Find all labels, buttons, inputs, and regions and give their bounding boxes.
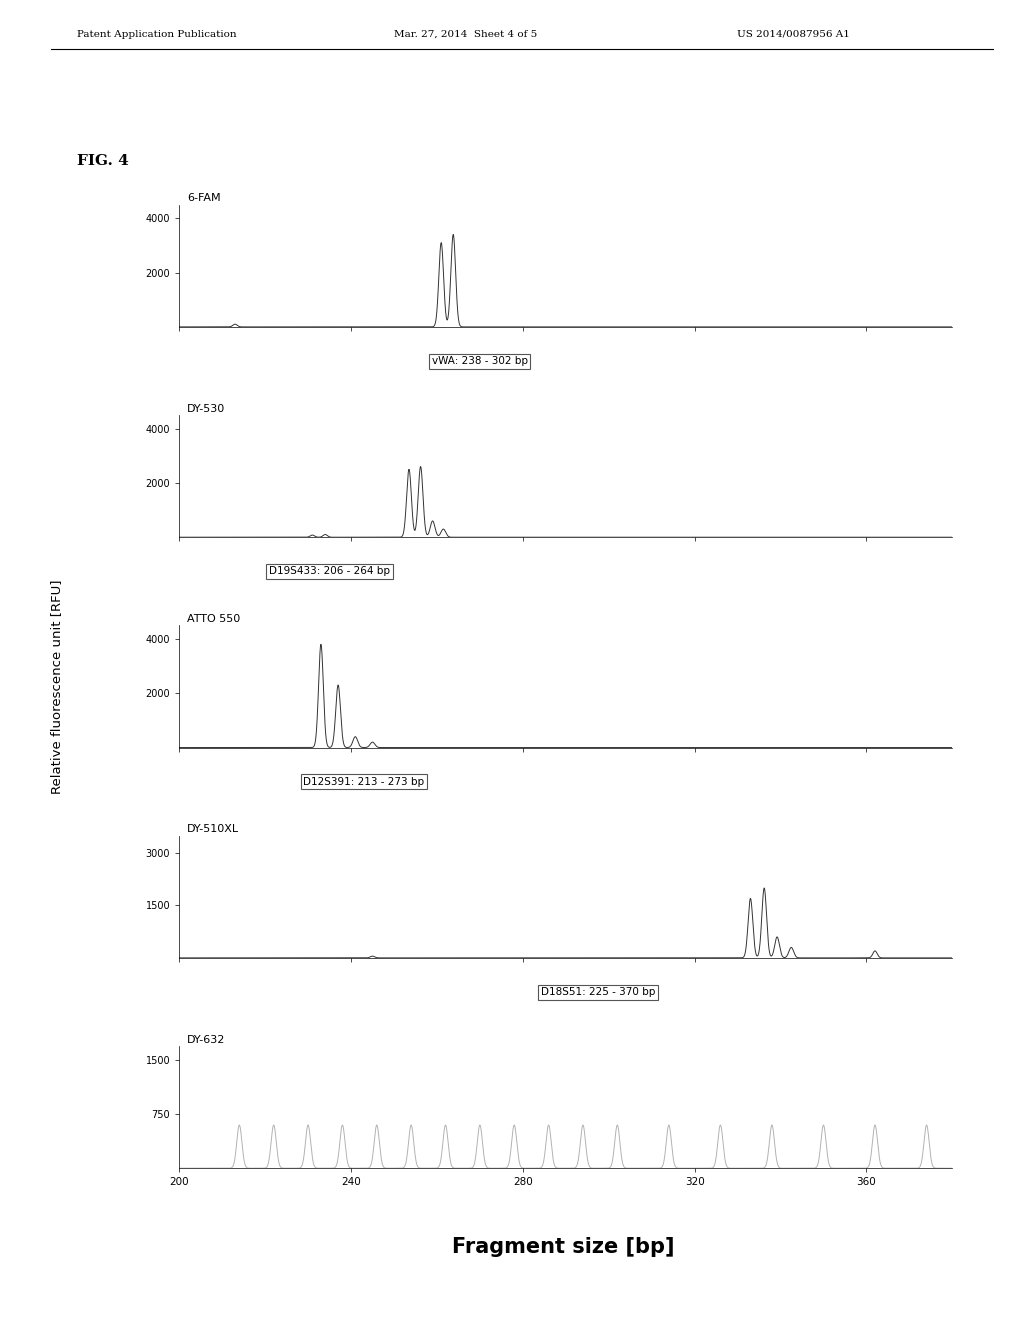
Text: DY-510XL: DY-510XL <box>187 825 239 834</box>
Text: Relative fluorescence unit [RFU]: Relative fluorescence unit [RFU] <box>50 579 62 793</box>
Text: US 2014/0087956 A1: US 2014/0087956 A1 <box>737 30 850 40</box>
Text: D12S391: 213 - 273 bp: D12S391: 213 - 273 bp <box>303 776 425 787</box>
Text: Patent Application Publication: Patent Application Publication <box>77 30 237 40</box>
Text: ATTO 550: ATTO 550 <box>187 614 241 624</box>
Text: D18S51: 225 - 370 bp: D18S51: 225 - 370 bp <box>541 987 655 997</box>
Text: Fragment size [bp]: Fragment size [bp] <box>452 1237 675 1258</box>
Text: DY-632: DY-632 <box>187 1035 225 1044</box>
Text: FIG. 4: FIG. 4 <box>77 154 129 168</box>
Text: DY-530: DY-530 <box>187 404 225 413</box>
Text: Mar. 27, 2014  Sheet 4 of 5: Mar. 27, 2014 Sheet 4 of 5 <box>394 30 538 40</box>
Text: vWA: 238 - 302 bp: vWA: 238 - 302 bp <box>432 356 527 366</box>
Text: 6-FAM: 6-FAM <box>187 193 220 203</box>
Text: D19S433: 206 - 264 bp: D19S433: 206 - 264 bp <box>269 566 390 577</box>
